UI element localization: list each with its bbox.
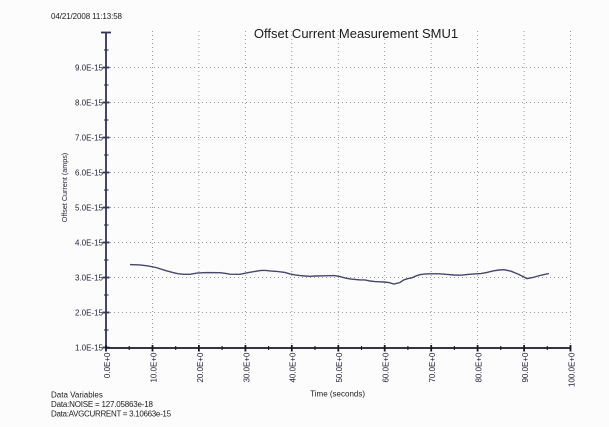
svg-text:10.0E+0: 10.0E+0 (149, 352, 158, 383)
svg-text:50.0E+0: 50.0E+0 (335, 352, 344, 383)
svg-text:40.0E+0: 40.0E+0 (289, 352, 298, 383)
svg-text:0.0E+0: 0.0E+0 (103, 352, 112, 378)
svg-text:Offset Current (amps): Offset Current (amps) (60, 153, 69, 222)
svg-text:70.0E+0: 70.0E+0 (428, 352, 437, 383)
svg-text:6.0E-15: 6.0E-15 (75, 169, 104, 178)
svg-text:1.0E-15: 1.0E-15 (75, 344, 104, 353)
svg-text:100.0E+0: 100.0E+0 (567, 352, 576, 387)
svg-text:80.0E+0: 80.0E+0 (475, 352, 484, 383)
svg-text:4.0E-15: 4.0E-15 (75, 239, 104, 248)
svg-text:90.0E+0: 90.0E+0 (521, 352, 530, 383)
svg-text:5.0E-15: 5.0E-15 (75, 204, 104, 213)
svg-text:9.0E-15: 9.0E-15 (75, 64, 104, 73)
svg-text:Data Variables: Data Variables (51, 391, 103, 400)
svg-text:30.0E+0: 30.0E+0 (242, 352, 251, 383)
svg-text:Data:AVGCURRENT = 3.10663e-15: Data:AVGCURRENT = 3.10663e-15 (51, 409, 172, 418)
svg-text:3.0E-15: 3.0E-15 (75, 274, 104, 283)
svg-text:2.0E-15: 2.0E-15 (75, 309, 104, 318)
svg-text:60.0E+0: 60.0E+0 (382, 352, 391, 383)
svg-text:20.0E+0: 20.0E+0 (196, 352, 205, 383)
svg-text:8.0E-15: 8.0E-15 (75, 99, 104, 108)
svg-text:Data:NOISE = 127.05863e-18: Data:NOISE = 127.05863e-18 (51, 400, 154, 409)
svg-text:7.0E-15: 7.0E-15 (75, 134, 104, 143)
svg-text:Offset Current Measurement SMU: Offset Current Measurement SMU1 (254, 26, 458, 41)
svg-text:Time (seconds): Time (seconds) (310, 390, 365, 399)
svg-text:04/21/2008 11:13:58: 04/21/2008 11:13:58 (51, 12, 123, 21)
